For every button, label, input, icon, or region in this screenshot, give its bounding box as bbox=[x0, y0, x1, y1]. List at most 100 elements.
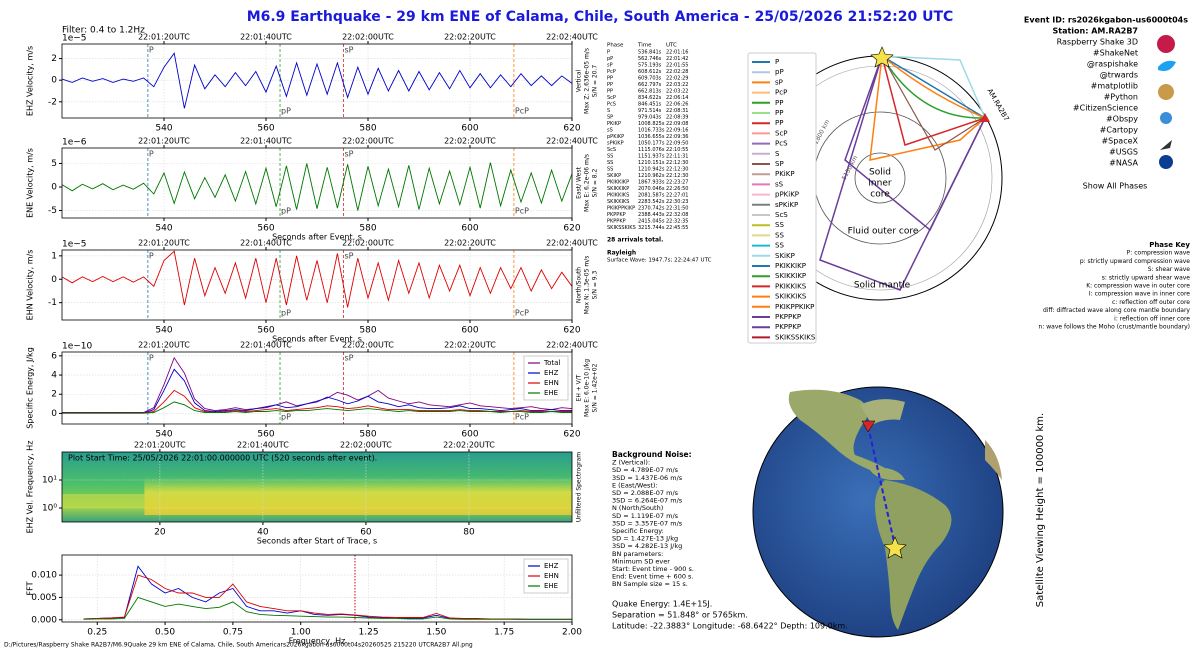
side-text: Max N: 1.3e-05 m/s bbox=[584, 256, 591, 315]
great-circle-path bbox=[867, 425, 896, 547]
info-line: #Python bbox=[1104, 93, 1138, 102]
legend-label: EHN bbox=[544, 572, 559, 580]
table-cell: 22:30:23 bbox=[666, 199, 688, 205]
epicenter bbox=[883, 536, 907, 559]
legend-label: SKIKKIKP bbox=[775, 272, 806, 280]
legend-label: SS bbox=[775, 221, 784, 229]
table-cell: pP bbox=[607, 56, 613, 62]
top-tick-label: 22:01:40UTC bbox=[240, 239, 292, 248]
x-tick-label: 600 bbox=[461, 430, 478, 440]
phase-key-line: Phase Key bbox=[1149, 241, 1190, 249]
table-cell: PKIKKIKP bbox=[607, 180, 629, 186]
table-cell: 562.746s bbox=[638, 56, 662, 62]
noise-line: 3SD = 6.264E-07 m/s bbox=[612, 497, 683, 505]
phase-label: PcP bbox=[515, 107, 529, 116]
table-cell: 22:08:39 bbox=[666, 115, 688, 121]
globe bbox=[752, 386, 1004, 638]
y-axis-label: EHZ Velocity, m/s bbox=[26, 46, 35, 116]
x-tick-label: 600 bbox=[461, 124, 478, 134]
table-cell: 1050.177s bbox=[638, 141, 665, 147]
info-line: Raspberry Shake 3D bbox=[1057, 38, 1138, 47]
ray bbox=[881, 55, 986, 119]
x-tick-label: 540 bbox=[155, 124, 172, 134]
table-cell: SKIKKIKP bbox=[607, 186, 629, 192]
x-tick-label: 80 bbox=[463, 528, 475, 538]
table-cell: 662.797s bbox=[638, 82, 662, 88]
x-tick-label: 0.50 bbox=[155, 628, 175, 638]
x-tick-label: 600 bbox=[461, 224, 478, 234]
top-tick-label: 22:02:20UTC bbox=[444, 341, 496, 350]
offset-label: 1e−10 bbox=[62, 342, 93, 352]
table-cell: pPKiKP bbox=[607, 134, 624, 140]
legend-label: SKiKP bbox=[775, 252, 795, 260]
y-tick-label: -5 bbox=[48, 206, 57, 216]
top-tick-label: 22:01:20UTC bbox=[138, 33, 190, 42]
x-tick-label: 580 bbox=[359, 224, 376, 234]
table-cell: 22:06:14 bbox=[666, 95, 688, 101]
x-tick-label: 60 bbox=[360, 528, 372, 538]
table-cell: 22:23:27 bbox=[666, 180, 688, 186]
legend-label: PKIKPPKIKP bbox=[775, 303, 814, 311]
legend-label: PP bbox=[775, 109, 783, 117]
y-tick-label: 0 bbox=[51, 76, 57, 86]
top-tick-label: 22:02:00UTC bbox=[340, 441, 392, 450]
table-cell: 2081.587s bbox=[638, 193, 665, 199]
top-tick-label: 22:02:00UTC bbox=[342, 137, 394, 146]
axes-frame bbox=[61, 554, 573, 623]
mantle-label: Solid mantle bbox=[854, 281, 911, 291]
phase-key-line: I: compression wave in inner core bbox=[1089, 291, 1190, 298]
noise-line: BN Sample size = 15 s. bbox=[612, 580, 688, 588]
x-tick-label: 1.25 bbox=[359, 628, 379, 638]
side-text: East/ West bbox=[576, 167, 583, 199]
top-tick-label: 22:01:40UTC bbox=[240, 341, 292, 350]
legend-label: S bbox=[775, 150, 780, 158]
icon bbox=[1160, 140, 1172, 150]
table-cell: 22:01:42 bbox=[666, 56, 688, 62]
location: Latitude: -22.3883° Longitude: -68.6422°… bbox=[612, 622, 848, 631]
legend-label: EHE bbox=[544, 582, 558, 590]
info-line: #SpaceX bbox=[1101, 137, 1138, 146]
table-cell: 2070.046s bbox=[638, 186, 665, 192]
show-all-phases[interactable]: Show All Phases bbox=[1083, 182, 1148, 191]
x-tick-label: 2.00 bbox=[562, 628, 582, 638]
legend-label: ScS bbox=[775, 211, 788, 219]
side-text: Max E: 6.0e-10 J/kg bbox=[584, 359, 591, 417]
station-marker bbox=[980, 113, 990, 122]
table-cell: PcS bbox=[607, 102, 616, 108]
land bbox=[788, 389, 905, 480]
x-tick-label: 540 bbox=[155, 430, 172, 440]
y-tick-label: 5 bbox=[51, 159, 57, 169]
x-tick-label: 560 bbox=[257, 224, 274, 234]
table-cell: 22:08:31 bbox=[666, 108, 688, 114]
axes-frame bbox=[61, 451, 573, 523]
panel: 540 560 580 600 620 22:01:20UTC 22:01:40UTC 22:… bbox=[26, 33, 599, 134]
table-cell: 834.622s bbox=[638, 95, 662, 101]
side-text: S/N = 8.2 bbox=[592, 168, 599, 197]
land bbox=[875, 480, 952, 630]
table-cell: sP bbox=[607, 63, 613, 69]
surface-wave: Surface Wave: 1947.7s; 22:24:47 UTC bbox=[607, 258, 712, 264]
table-cell: SS bbox=[607, 167, 613, 173]
phase-label: PcP bbox=[515, 413, 529, 422]
ray bbox=[881, 55, 986, 119]
table-header: UTC bbox=[666, 43, 677, 49]
noise-line: Z (Vertical): bbox=[612, 459, 650, 467]
station-label: AM.RA2B7 bbox=[986, 87, 1011, 122]
legend-label: PcP bbox=[775, 89, 787, 97]
file-path: D:/Pictures/Raspberry Shake RA2B7/M6.9Qu… bbox=[4, 642, 473, 649]
land bbox=[860, 399, 905, 425]
side-text: Max Z: 2.636e-05 m/s bbox=[584, 48, 591, 114]
table-cell: PP bbox=[607, 82, 613, 88]
quake-energy: Quake Energy: 1.4E+15J. bbox=[612, 600, 712, 609]
legend-label: sS bbox=[775, 180, 784, 188]
y-tick-label: 2 bbox=[51, 390, 57, 400]
rayleigh: Rayleigh bbox=[607, 250, 636, 257]
y-axis-label: ENE Velocity, m/s bbox=[26, 148, 35, 218]
table-cell: PcP bbox=[607, 69, 616, 75]
table-cell: sS bbox=[607, 128, 613, 134]
legend-label: PKIKKIKP bbox=[775, 262, 806, 270]
table-cell: S bbox=[607, 108, 610, 114]
table-cell: 971.514s bbox=[638, 108, 662, 114]
trace bbox=[83, 565, 572, 620]
noise-line: SD = 1.427E-13 J/kg bbox=[612, 535, 678, 543]
